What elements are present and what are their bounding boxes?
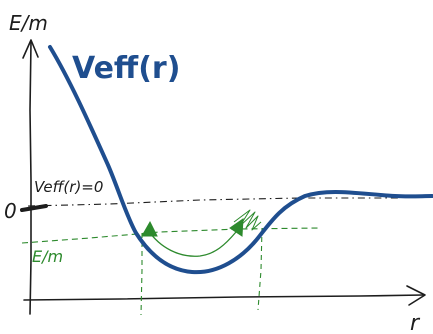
- x-axis-arrowhead: [406, 285, 426, 306]
- zero-marker-label: 0: [4, 199, 17, 223]
- y-axis-label: E/m: [9, 11, 48, 35]
- y-axis: [29, 41, 32, 315]
- energy-label: E/m: [32, 247, 63, 266]
- effective-potential-curve: [48, 45, 433, 275]
- zero-line-label: Veff(r)=0: [34, 178, 103, 196]
- zero-level-line: [27, 197, 400, 207]
- particle-oscillation-path: [147, 229, 237, 257]
- inner-turnaround-arrow: [141, 220, 158, 237]
- outer-turnaround-scribble: [233, 209, 262, 231]
- zero-marker-tick: [20, 204, 48, 212]
- outer-turnaround-arrow: [229, 218, 244, 237]
- energy-level-line: [21, 227, 321, 244]
- y-axis-arrowhead: [22, 39, 39, 59]
- curve-label: Veff(r): [72, 51, 180, 86]
- x-axis: [23, 294, 424, 301]
- x-axis-label: r: [410, 311, 421, 334]
- inner-turning-point-line: [140, 233, 143, 316]
